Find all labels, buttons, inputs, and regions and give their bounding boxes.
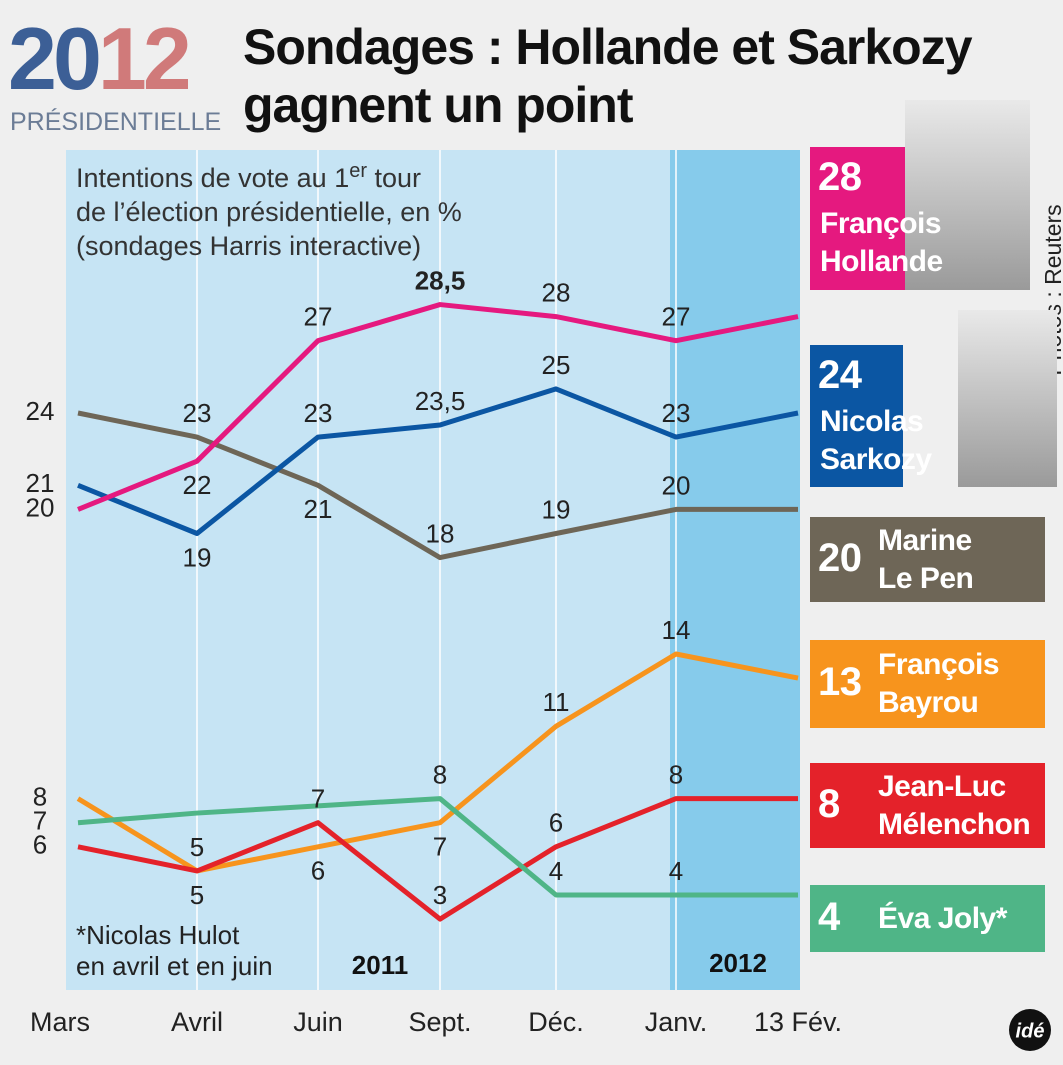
legend-value: 24 bbox=[818, 353, 862, 397]
subtitle-sup: er bbox=[349, 160, 368, 182]
data-label: 27 bbox=[304, 302, 333, 332]
chart-title: Sondages : Hollande et Sarkozy gagnent u… bbox=[243, 19, 973, 133]
x-tick-label: 13 Fév. bbox=[754, 1007, 842, 1037]
x-tick-label: Sept. bbox=[408, 1007, 471, 1037]
data-label: 14 bbox=[662, 615, 691, 645]
data-label: 11 bbox=[543, 687, 570, 717]
legend-box bbox=[810, 640, 1045, 728]
data-label: 21 bbox=[26, 468, 55, 498]
data-label: 21 bbox=[304, 494, 333, 524]
data-label: 24 bbox=[26, 396, 55, 426]
x-tick-label: Avril bbox=[171, 1007, 223, 1037]
legend-value: 8 bbox=[818, 781, 840, 826]
year-logo: 2012 bbox=[8, 9, 192, 108]
data-label: 6 bbox=[311, 856, 325, 886]
data-label: 23,5 bbox=[415, 386, 466, 416]
series-line bbox=[77, 796, 798, 898]
legend-value: 4 bbox=[818, 894, 840, 939]
legend-name: Marine Le Pen bbox=[878, 523, 974, 595]
series-line bbox=[77, 410, 798, 561]
data-label: 27 bbox=[662, 302, 691, 332]
x-tick-label: Juin bbox=[293, 1007, 343, 1037]
data-label: 7 bbox=[311, 784, 325, 814]
data-label: 7 bbox=[33, 806, 47, 836]
year-label: PRÉSIDENTIELLE bbox=[10, 108, 222, 136]
legend-name: François Bayrou bbox=[878, 648, 1000, 719]
period-label: 2011 bbox=[352, 950, 408, 980]
x-tick-label: Déc. bbox=[528, 1007, 584, 1037]
data-label: 25 bbox=[542, 350, 571, 380]
data-label: 28 bbox=[542, 277, 571, 307]
data-label: 19 bbox=[183, 542, 212, 572]
subtitle-text: Intentions de vote au 1 bbox=[76, 163, 350, 193]
x-tick-label: Janv. bbox=[645, 1007, 708, 1037]
legend-box bbox=[810, 345, 903, 487]
data-label: 23 bbox=[304, 398, 333, 428]
logo-bg bbox=[1009, 1009, 1051, 1051]
legend-value: 28 bbox=[818, 155, 862, 199]
series-line bbox=[77, 302, 799, 512]
series-line bbox=[77, 386, 799, 536]
period-label: 2012 bbox=[709, 948, 767, 978]
legend-value: 13 bbox=[818, 660, 862, 704]
legend-name: Jean-Luc Mélenchon bbox=[878, 769, 1031, 841]
legend-box bbox=[810, 517, 1045, 602]
data-label: 28,5 bbox=[415, 265, 466, 295]
data-label: 23 bbox=[183, 398, 212, 428]
data-label: 22 bbox=[183, 470, 212, 500]
subtitle: Intentions de vote au 1er tour de l’élec… bbox=[76, 154, 462, 263]
photo bbox=[905, 100, 1030, 290]
legend-box bbox=[810, 763, 1045, 848]
data-label: 18 bbox=[426, 518, 455, 548]
legend-box bbox=[810, 147, 905, 290]
data-label: 6 bbox=[33, 830, 47, 860]
legend-name: Nicolas Sarkozy bbox=[820, 405, 932, 476]
logo: idé bbox=[1016, 1020, 1045, 1042]
data-label: 4 bbox=[669, 856, 683, 886]
data-label: 5 bbox=[190, 832, 204, 862]
x-tick-label: Mars bbox=[30, 1007, 90, 1037]
data-label: 7 bbox=[433, 832, 447, 862]
data-label: 4 bbox=[549, 856, 563, 886]
data-label: 8 bbox=[433, 759, 447, 789]
legend-name: Éva Joly* bbox=[878, 901, 1007, 935]
data-label: 20 bbox=[662, 470, 691, 500]
subtitle-text: tour de l’élection présidentielle, en % … bbox=[76, 163, 462, 261]
data-label: 3 bbox=[433, 880, 447, 910]
data-label: 5 bbox=[190, 880, 204, 910]
data-label: 8 bbox=[669, 759, 683, 789]
data-label: 8 bbox=[33, 781, 47, 811]
photo bbox=[958, 310, 1057, 487]
data-label: 19 bbox=[542, 494, 571, 524]
data-label: 20 bbox=[26, 492, 55, 522]
data-label: 6 bbox=[549, 808, 563, 838]
legend-name: François Hollande bbox=[820, 207, 943, 278]
data-label: 23 bbox=[662, 398, 691, 428]
legend-box bbox=[810, 885, 1045, 952]
note: *Nicolas Hulot en avril et en juin bbox=[76, 920, 273, 981]
period-2012-bg bbox=[670, 150, 800, 990]
legend-value: 20 bbox=[818, 535, 862, 580]
series-line bbox=[77, 796, 798, 922]
